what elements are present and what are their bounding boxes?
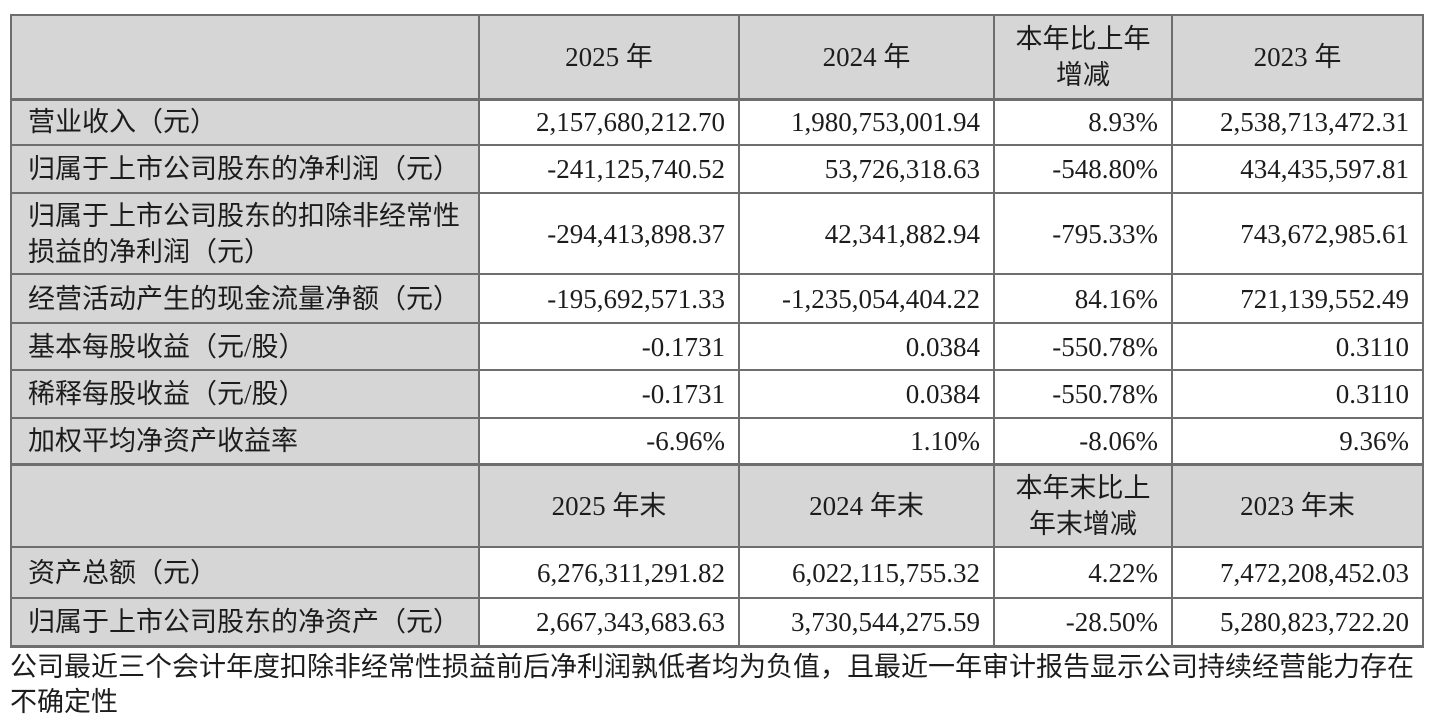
row-label: 基本每股收益（元/股） — [10, 322, 480, 371]
table-row-net-profit: 归属于上市公司股东的净利润（元） -241,125,740.52 53,726,… — [10, 144, 1424, 194]
row-label: 归属于上市公司股东的净资产（元） — [10, 597, 480, 648]
value-cell: -241,125,740.52 — [478, 144, 740, 194]
empty-corner-cell — [10, 14, 480, 101]
year-end-header-row: 2025 年末 2024 年末 本年末比上 年末增减 2023 年末 — [10, 462, 1424, 548]
value-cell: 5,280,823,722.20 — [1171, 597, 1424, 648]
col-header-yoy-change: 本年比上年 增减 — [993, 14, 1173, 101]
value-cell: 434,435,597.81 — [1171, 144, 1424, 194]
value-cell: 6,276,311,291.82 — [478, 546, 740, 599]
value-cell: -6.96% — [478, 417, 740, 465]
value-cell: 3,730,544,275.59 — [738, 597, 995, 648]
col-header-2023-end: 2023 年末 — [1171, 462, 1424, 548]
value-cell: 2,157,680,212.70 — [478, 98, 740, 146]
table-row-total-assets: 资产总额（元） 6,276,311,291.82 6,022,115,755.3… — [10, 546, 1424, 599]
value-cell: -28.50% — [993, 597, 1173, 648]
value-cell: -294,413,898.37 — [478, 192, 740, 275]
table-row-weighted-avg-roe: 加权平均净资产收益率 -6.96% 1.10% -8.06% 9.36% — [10, 417, 1424, 465]
col-header-2024: 2024 年 — [738, 14, 995, 101]
value-cell: 7,472,208,452.03 — [1171, 546, 1424, 599]
table-row-operating-cash-flow: 经营活动产生的现金流量净额（元） -195,692,571.33 -1,235,… — [10, 273, 1424, 324]
row-label: 资产总额（元） — [10, 546, 480, 599]
value-cell: 4.22% — [993, 546, 1173, 599]
row-label: 归属于上市公司股东的扣除非经常性 损益的净利润（元） — [10, 192, 480, 275]
value-cell: 42,341,882.94 — [738, 192, 995, 275]
value-cell: -1,235,054,404.22 — [738, 273, 995, 324]
value-cell: -550.78% — [993, 322, 1173, 371]
row-label: 稀释每股收益（元/股） — [10, 369, 480, 419]
row-label: 营业收入（元） — [10, 98, 480, 146]
empty-corner-cell — [10, 462, 480, 548]
value-cell: 2,538,713,472.31 — [1171, 98, 1424, 146]
value-cell: 9.36% — [1171, 417, 1424, 465]
table-row-diluted-eps: 稀释每股收益（元/股） -0.1731 0.0384 -550.78% 0.31… — [10, 369, 1424, 419]
annual-header-row: 2025 年 2024 年 本年比上年 增减 2023 年 — [10, 14, 1424, 101]
value-cell: 721,139,552.49 — [1171, 273, 1424, 324]
value-cell: -795.33% — [993, 192, 1173, 275]
value-cell: -550.78% — [993, 369, 1173, 419]
value-cell: 0.0384 — [738, 369, 995, 419]
value-cell: 8.93% — [993, 98, 1173, 146]
value-cell: -195,692,571.33 — [478, 273, 740, 324]
footer-note: 公司最近三个会计年度扣除非经常性损益前后净利润孰低者均为负值，且最近一年审计报告… — [10, 652, 1414, 717]
value-cell: 0.0384 — [738, 322, 995, 371]
table-row-basic-eps: 基本每股收益（元/股） -0.1731 0.0384 -550.78% 0.31… — [10, 322, 1424, 371]
table-row-net-profit-excl-nonrecurring: 归属于上市公司股东的扣除非经常性 损益的净利润（元） -294,413,898.… — [10, 192, 1424, 275]
financial-summary-table: 2025 年 2024 年 本年比上年 增减 2023 年 营业收入（元） 2,… — [10, 14, 1424, 648]
value-cell: 0.3110 — [1171, 322, 1424, 371]
row-label: 加权平均净资产收益率 — [10, 417, 480, 465]
value-cell: 1,980,753,001.94 — [738, 98, 995, 146]
value-cell: 2,667,343,683.63 — [478, 597, 740, 648]
col-header-2023: 2023 年 — [1171, 14, 1424, 101]
col-header-2025: 2025 年 — [478, 14, 740, 101]
value-cell: -0.1731 — [478, 369, 740, 419]
col-header-2025-end: 2025 年末 — [478, 462, 740, 548]
table-row-operating-revenue: 营业收入（元） 2,157,680,212.70 1,980,753,001.9… — [10, 98, 1424, 146]
row-label: 归属于上市公司股东的净利润（元） — [10, 144, 480, 194]
row-label: 经营活动产生的现金流量净额（元） — [10, 273, 480, 324]
value-cell: -0.1731 — [478, 322, 740, 371]
value-cell: -548.80% — [993, 144, 1173, 194]
col-header-2024-end: 2024 年末 — [738, 462, 995, 548]
value-cell: 1.10% — [738, 417, 995, 465]
table-row-net-assets: 归属于上市公司股东的净资产（元） 2,667,343,683.63 3,730,… — [10, 597, 1424, 648]
value-cell: 53,726,318.63 — [738, 144, 995, 194]
value-cell: 84.16% — [993, 273, 1173, 324]
value-cell: -8.06% — [993, 417, 1173, 465]
value-cell: 743,672,985.61 — [1171, 192, 1424, 275]
value-cell: 6,022,115,755.32 — [738, 546, 995, 599]
col-header-yoy-end-change: 本年末比上 年末增减 — [993, 462, 1173, 548]
value-cell: 0.3110 — [1171, 369, 1424, 419]
